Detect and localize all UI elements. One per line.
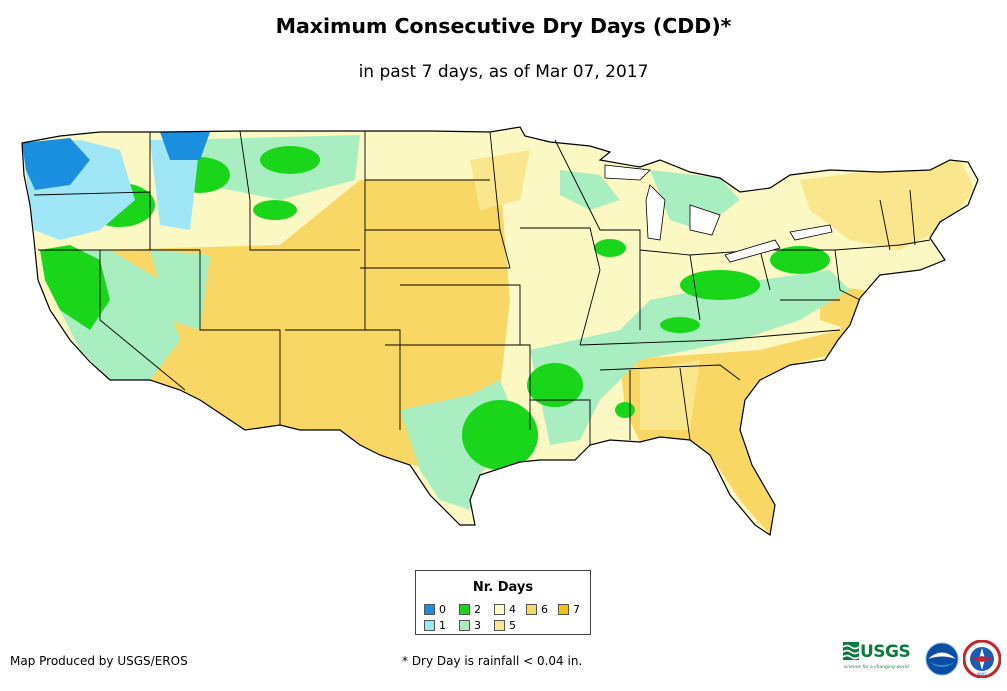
zone-2-days-montana [260, 146, 320, 174]
usgs-logo: USGS [843, 642, 919, 668]
legend-label-3: 3 [474, 619, 481, 632]
zone-3-days-ohio-valley [530, 270, 850, 445]
zone-6-days-plains [100, 180, 510, 470]
zone-0-days-north-idaho [160, 132, 210, 160]
zone-6-days-southeast [620, 300, 860, 535]
legend-item-1: 1 [424, 620, 446, 631]
zone-2-days-california [40, 245, 110, 330]
legend-swatch-1 [424, 620, 435, 631]
map-subtitle: in past 7 days, as of Mar 07, 2017 [358, 62, 649, 82]
dry-day-footnote: * Dry Day is rainfall < 0.04 in. [402, 654, 583, 668]
legend-label-1: 1 [439, 619, 446, 632]
legend-item-7: 7 [558, 604, 580, 615]
legend-swatch-5 [494, 620, 505, 631]
legend-swatch-2 [459, 604, 470, 615]
map-credit: Map Produced by USGS/EROS [10, 654, 188, 668]
usgs-logo-text: USGS [860, 642, 911, 662]
legend-item-6: 6 [526, 604, 548, 615]
us-dry-days-map [21, 126, 979, 537]
legend-item-0: 0 [424, 604, 446, 615]
legend-label-2: 2 [474, 603, 481, 616]
legend: Nr. Days 0 1 2 3 4 5 6 7 [415, 570, 591, 635]
legend-item-5: 5 [494, 620, 516, 631]
legend-item-2: 2 [459, 604, 481, 615]
zone-1-day-idaho-panhandle [150, 140, 200, 230]
zone-2-days-pennsylvania [770, 246, 830, 274]
zone-3-days-nevada [150, 250, 210, 330]
legend-item-3: 3 [459, 620, 481, 631]
map-title: Maximum Consecutive Dry Days (CDD)* [275, 14, 732, 38]
legend-label-6: 6 [541, 603, 548, 616]
legend-label-4: 4 [509, 603, 516, 616]
legend-swatch-3 [459, 620, 470, 631]
legend-label-5: 5 [509, 619, 516, 632]
zone-2-days-mississippi [615, 402, 635, 418]
usgs-wave-icon [843, 642, 859, 660]
legend-swatch-7 [558, 604, 569, 615]
zone-2-days-ohio [680, 270, 760, 300]
noaa-logo-icon: noaa [925, 642, 959, 676]
zone-5-days-north [470, 150, 530, 210]
legend-title: Nr. Days [472, 580, 534, 595]
legend-swatch-4 [494, 604, 505, 615]
zone-2-days-arkansas [527, 363, 583, 407]
legend-label-0: 0 [439, 603, 446, 616]
noaa-logo-text: noaa [934, 657, 951, 664]
legend-item-4: 4 [494, 604, 516, 615]
legend-label-7: 7 [573, 603, 580, 616]
zone-2-days-illinois [594, 239, 626, 257]
nws-logo-icon: NWS [963, 640, 1001, 678]
zone-0-days-washington [22, 138, 90, 190]
zone-5-days-northeast [800, 160, 975, 250]
legend-swatch-6 [526, 604, 537, 615]
zone-5-days-georgia [640, 360, 700, 430]
usgs-tagline: science for a changing world [844, 665, 909, 670]
great-lakes [604, 164, 833, 263]
zone-2-days-kentucky [660, 317, 700, 333]
nws-logo-text: NWS [977, 672, 987, 677]
state-borders [21, 126, 979, 537]
zone-2-days-wyoming [253, 200, 297, 220]
legend-swatch-0 [424, 604, 435, 615]
dry-day-zones [22, 127, 978, 535]
zone-2-days-east-texas [462, 400, 538, 470]
